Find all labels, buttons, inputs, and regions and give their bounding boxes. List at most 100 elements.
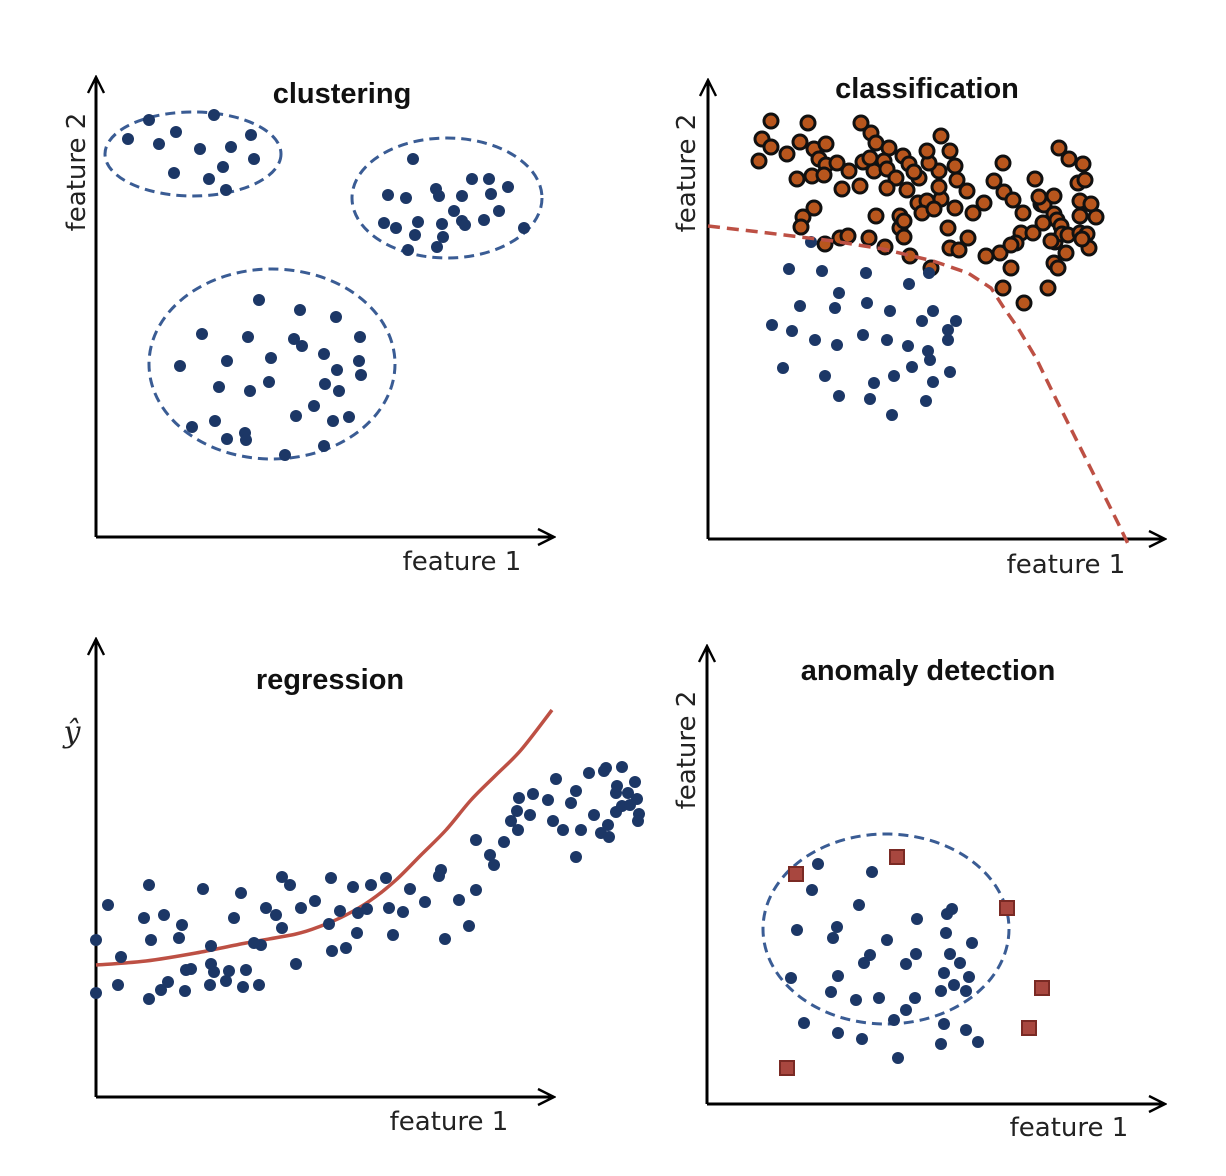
- regression-point-81: [603, 831, 615, 843]
- regression-point-40: [323, 918, 335, 930]
- class-a-point-7: [778, 145, 796, 163]
- cluster-point-23: [502, 181, 514, 193]
- cluster-point-12: [203, 173, 215, 185]
- cluster-point-21: [466, 173, 478, 185]
- outlier-point-3: [999, 900, 1015, 916]
- regression-point-38: [276, 922, 288, 934]
- clustering-y-label: feature 2: [62, 113, 92, 232]
- cluster-point-1: [122, 133, 134, 145]
- regression-point-3: [115, 951, 127, 963]
- normal-point-26: [935, 985, 947, 997]
- class-b-point-15: [766, 319, 778, 331]
- cluster-point-8: [245, 129, 257, 141]
- class-b-point-11: [884, 305, 896, 317]
- class-a-point-3: [799, 114, 817, 132]
- cluster-point-10: [217, 161, 229, 173]
- class-a-point-72: [1073, 230, 1091, 248]
- regression-point-35: [240, 964, 252, 976]
- cluster-point-11: [168, 167, 180, 179]
- normal-point-8: [791, 924, 803, 936]
- regression-point-11: [205, 940, 217, 952]
- class-a-point-41: [941, 142, 959, 160]
- regression-point-47: [351, 927, 363, 939]
- class-b-point-23: [942, 324, 954, 336]
- regression-point-49: [365, 879, 377, 891]
- class-a-point-52: [1014, 204, 1032, 222]
- regression-point-86: [600, 762, 612, 774]
- panel-anomaly-detection: anomaly detection feature 1 feature 2: [672, 646, 1165, 1143]
- cluster-point-67: [279, 449, 291, 461]
- regression-point-76: [547, 815, 559, 827]
- outlier-point-6: [779, 1060, 795, 1076]
- class-a-point-9: [817, 135, 835, 153]
- class-b-point-34: [864, 393, 876, 405]
- regression-point-46: [340, 942, 352, 954]
- anomaly-outlier-points: [779, 849, 1050, 1076]
- regression-point-30: [205, 958, 217, 970]
- regression-point-14: [260, 902, 272, 914]
- normal-region-outline: [761, 832, 1011, 1026]
- cluster-point-2: [143, 114, 155, 126]
- class-a-point-27: [887, 169, 905, 187]
- regression-point-2: [102, 899, 114, 911]
- regression-point-4: [138, 912, 150, 924]
- panel-regression: regression feature 1 ŷ: [62, 639, 645, 1137]
- cluster-point-55: [319, 378, 331, 390]
- class-a-point-35: [930, 178, 948, 196]
- class-b-point-20: [881, 334, 893, 346]
- normal-point-19: [938, 967, 950, 979]
- cluster-point-29: [378, 217, 390, 229]
- class-a-point-21: [852, 114, 870, 132]
- class-a-point-78: [994, 279, 1012, 297]
- cluster-point-36: [478, 214, 490, 226]
- normal-point-18: [900, 958, 912, 970]
- class-b-point-35: [886, 409, 898, 421]
- class-b-point-7: [833, 287, 845, 299]
- cluster-point-46: [296, 340, 308, 352]
- class-a-point-37: [905, 163, 923, 181]
- regression-point-43: [347, 881, 359, 893]
- regression-point-72: [542, 794, 554, 806]
- class-a-point-45: [946, 199, 964, 217]
- normal-point-17: [858, 957, 870, 969]
- panel-classification: classification feature 1 feature 2: [672, 73, 1165, 580]
- class-b-point-14: [950, 315, 962, 327]
- regression-point-24: [162, 976, 174, 988]
- class-b-point-5: [923, 267, 935, 279]
- regression-point-36: [248, 937, 260, 949]
- regression-point-23: [155, 984, 167, 996]
- cluster-point-51: [174, 360, 186, 372]
- normal-point-38: [900, 1004, 912, 1016]
- cluster-point-40: [330, 311, 342, 323]
- class-a-point-111: [939, 219, 957, 237]
- decision-boundary: [707, 224, 1132, 549]
- regression-point-75: [565, 797, 577, 809]
- regression-point-8: [173, 932, 185, 944]
- regression-title: regression: [256, 664, 404, 696]
- class-a-point-42: [946, 157, 964, 175]
- cluster-point-47: [354, 331, 366, 343]
- cluster-point-7: [225, 141, 237, 153]
- regression-point-64: [488, 859, 500, 871]
- cluster-outline-2: [350, 136, 544, 260]
- regression-point-70: [524, 809, 536, 821]
- normal-point-28: [946, 903, 958, 915]
- class-a-point-82: [1002, 236, 1020, 254]
- regression-point-92: [616, 761, 628, 773]
- cluster-point-44: [265, 352, 277, 364]
- regression-point-66: [498, 836, 510, 848]
- regression-point-16: [284, 879, 296, 891]
- normal-point-21: [960, 985, 972, 997]
- class-a-point-47: [975, 194, 993, 212]
- class-b-point-18: [831, 339, 843, 351]
- class-b-point-24: [942, 334, 954, 346]
- class-a-point-2: [762, 112, 780, 130]
- class-b-point-25: [924, 354, 936, 366]
- class-a-point-50: [994, 154, 1012, 172]
- regression-point-78: [575, 824, 587, 836]
- regression-point-65: [505, 815, 517, 827]
- class-b-point-2: [783, 263, 795, 275]
- class-a-point-91: [977, 247, 995, 265]
- class-a-point-97: [860, 229, 878, 247]
- normal-point-3: [806, 884, 818, 896]
